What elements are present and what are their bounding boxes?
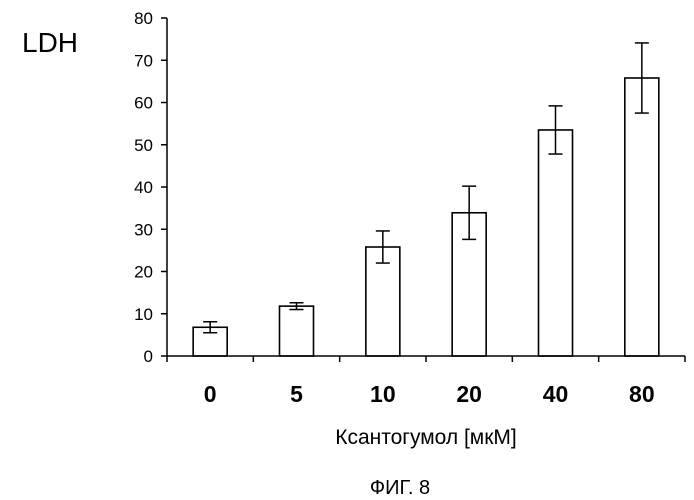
figure-caption: ФИГ. 8 xyxy=(370,477,430,499)
x-tick-label: 40 xyxy=(543,381,569,407)
y-tick-label: 40 xyxy=(134,178,153,197)
x-tick-label: 0 xyxy=(204,381,217,407)
bar xyxy=(280,306,314,356)
y-tick-label: 30 xyxy=(134,220,153,239)
x-axis-label: Ксантогумол [мкМ] xyxy=(335,426,517,449)
x-axis-ticks: 0 5 10 20 40 80 xyxy=(167,356,685,407)
y-axis-ticks: 0 10 20 30 40 50 60 70 80 xyxy=(134,9,167,366)
y-tick-label: 80 xyxy=(134,9,153,28)
y-tick-label: 20 xyxy=(134,263,153,282)
y-tick-label: 50 xyxy=(134,136,153,155)
bar xyxy=(539,130,573,356)
bars xyxy=(193,43,659,356)
y-tick-label: 10 xyxy=(134,305,153,324)
x-tick-label: 5 xyxy=(290,381,303,407)
y-tick-label: 70 xyxy=(134,51,153,70)
x-tick-label: 10 xyxy=(370,381,396,407)
y-axis-label: LDH xyxy=(22,27,78,58)
x-tick-label: 20 xyxy=(456,381,482,407)
y-tick-label: 0 xyxy=(144,347,153,366)
bar xyxy=(625,78,659,356)
x-tick-label: 80 xyxy=(629,381,655,407)
y-tick-label: 60 xyxy=(134,94,153,113)
